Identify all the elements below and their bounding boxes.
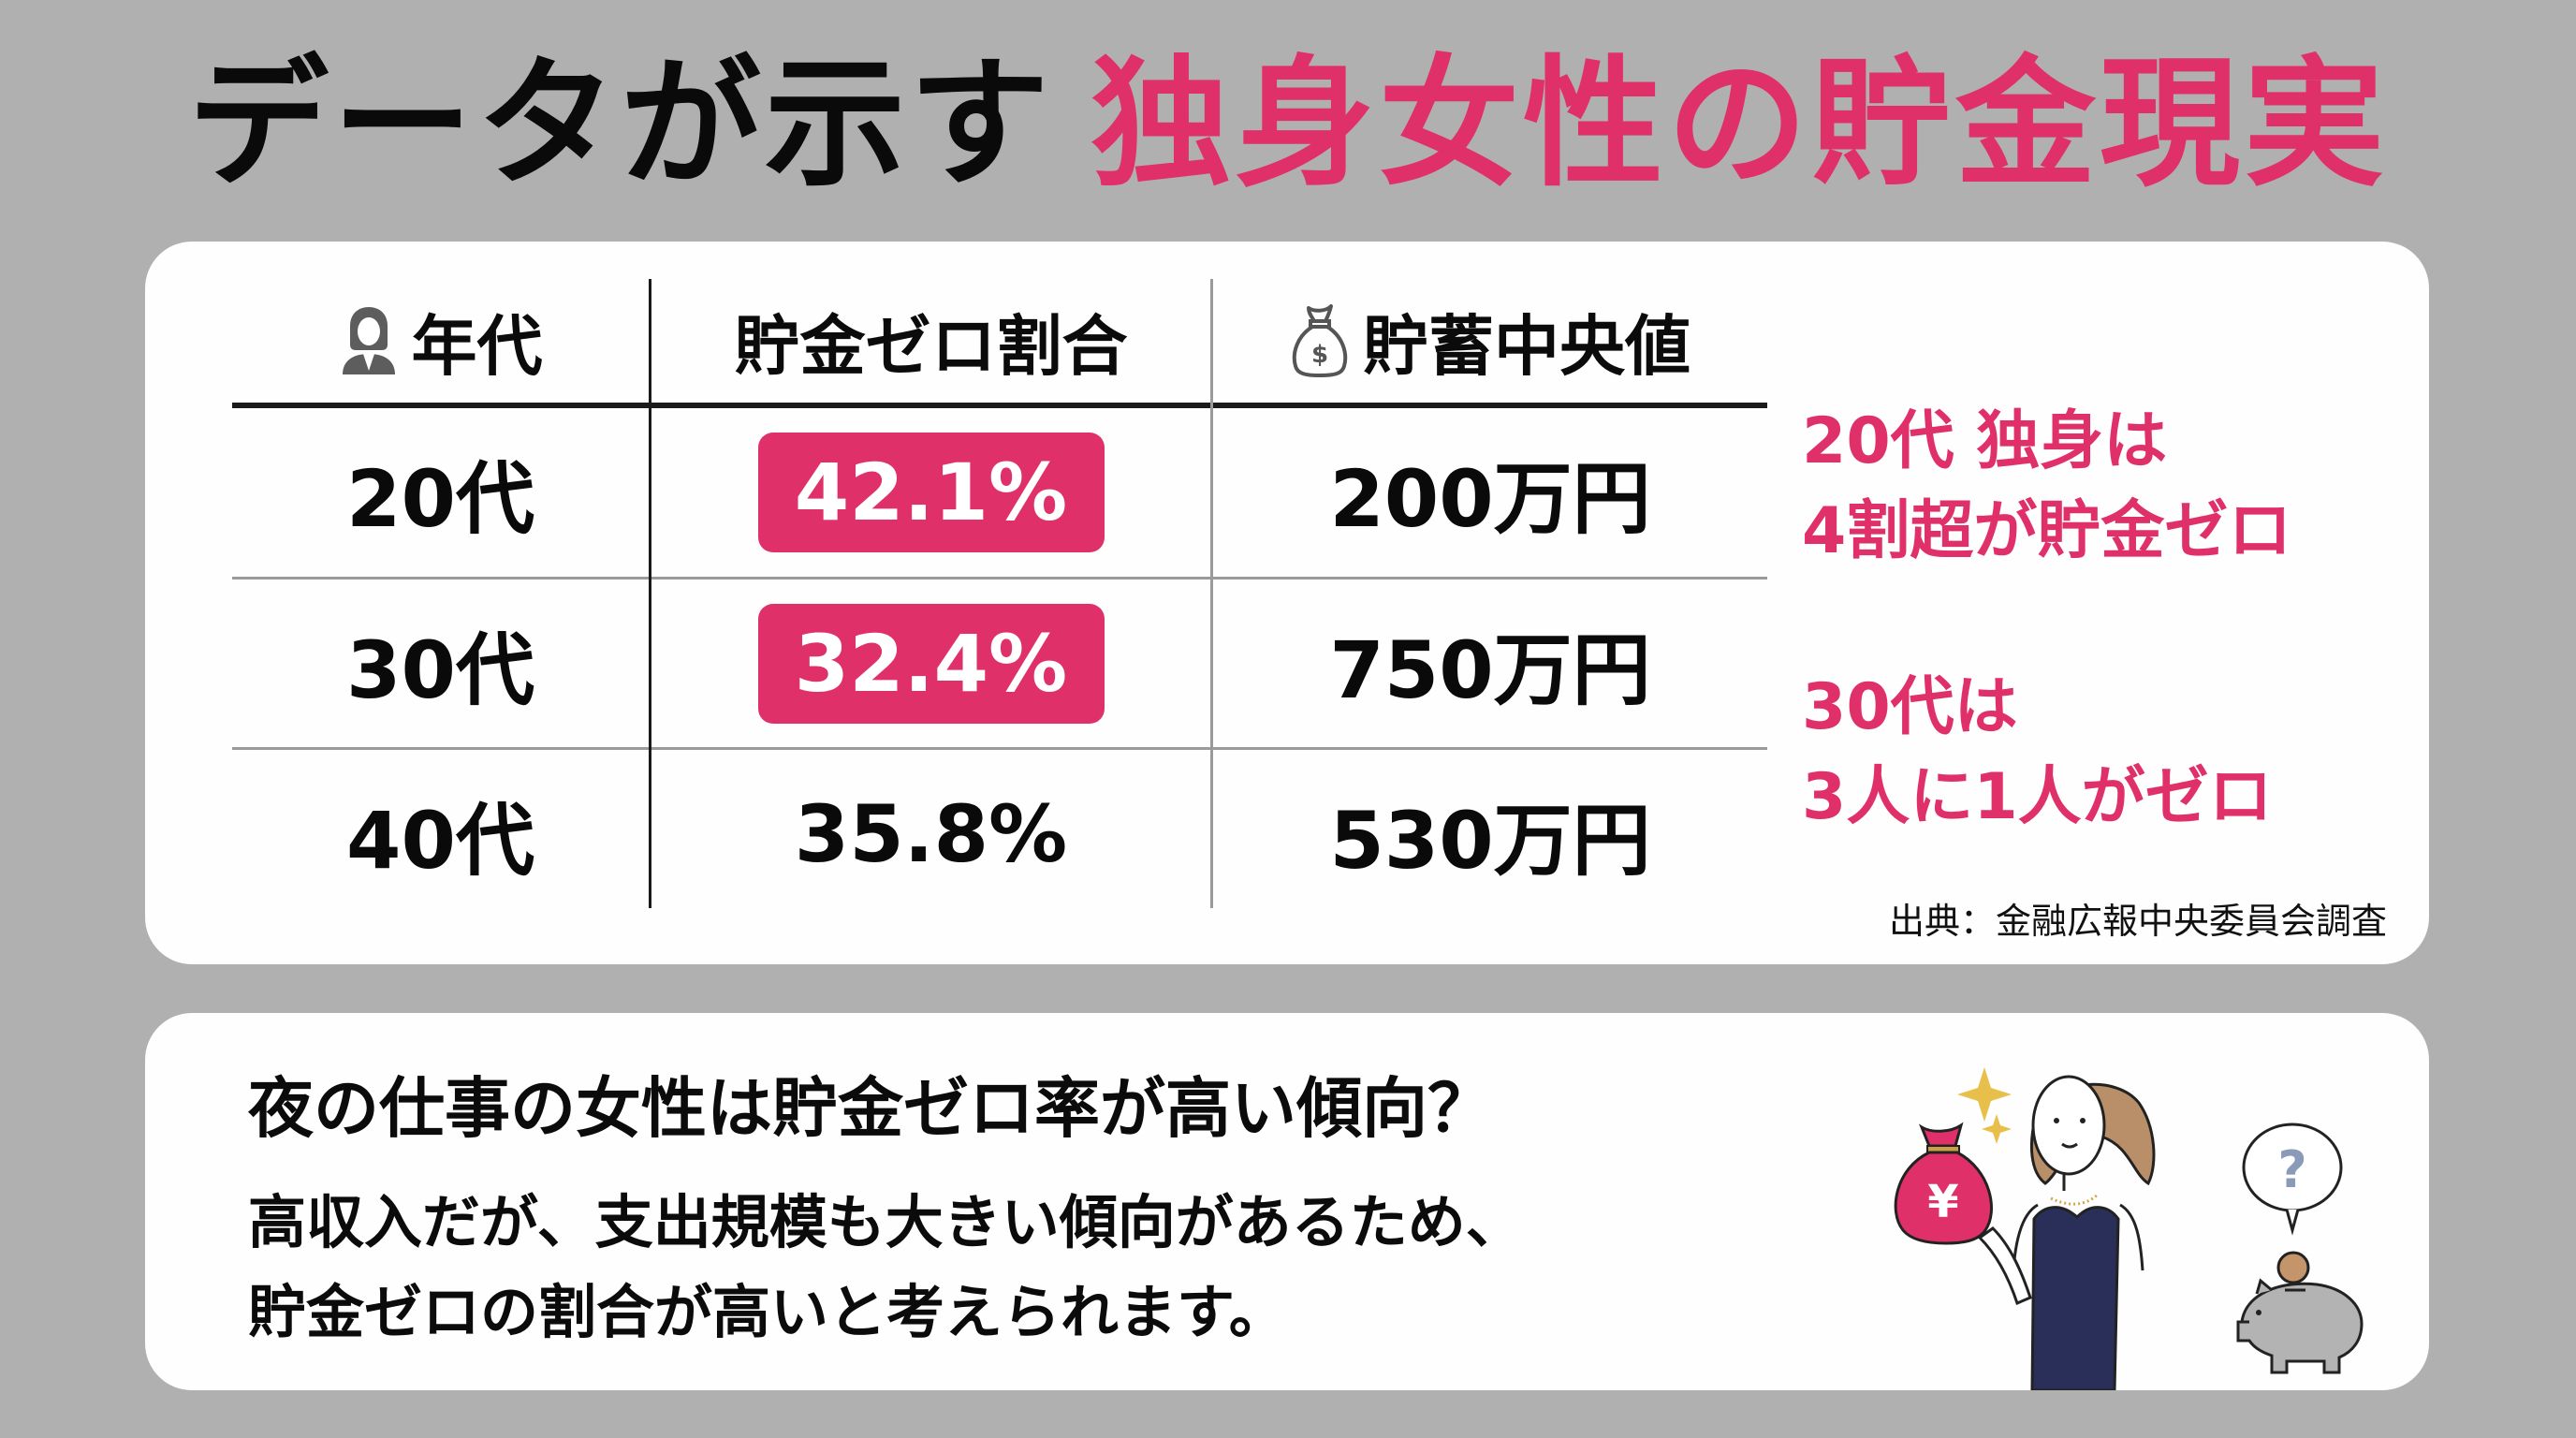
row-divider bbox=[232, 747, 1767, 750]
header-age-label: 年代 bbox=[411, 307, 543, 385]
yen-money-bag-icon: ¥ bbox=[1894, 1122, 1993, 1245]
header-zero-rate-label: 貯金ゼロ割合 bbox=[734, 307, 1128, 385]
woman-with-money-illustration: ¥ ? bbox=[1894, 1067, 2364, 1390]
page-title: データが示す 独身女性の貯金現実 bbox=[0, 45, 2576, 204]
callout-line: 20代 独身は bbox=[1802, 404, 2168, 478]
woman-figure bbox=[1977, 1075, 2156, 1390]
callout-30s: 30代は 3人に1人がゼロ bbox=[1802, 663, 2291, 843]
age-cell: 40代 bbox=[346, 794, 534, 887]
title-part-2: 独身女性の貯金現実 bbox=[1090, 43, 2389, 206]
sparkle-icon bbox=[1982, 1114, 2012, 1144]
zero-rate-cell: 32.4% bbox=[651, 580, 1210, 748]
zero-rate-cell: 35.8% bbox=[794, 788, 1068, 880]
row-divider bbox=[232, 577, 1767, 580]
zero-rate-highlight-badge: 32.4% bbox=[757, 604, 1105, 724]
note-body: 高収入だが、支出規模も大きい傾向があるため、 貯金ゼロの割合が高いと考えられます… bbox=[248, 1178, 1524, 1357]
column-divider bbox=[1210, 279, 1213, 908]
zero-rate-cell: 42.1% bbox=[651, 408, 1210, 577]
header-median-label: 貯蓄中央値 bbox=[1363, 307, 1690, 385]
title-part-1: データが示す bbox=[187, 43, 1053, 206]
note-card: 夜の仕事の女性は貯金ゼロ率が高い傾向？ 高収入だが、支出規模も大きい傾向があるた… bbox=[145, 1013, 2429, 1390]
savings-table-card: 年代 貯金ゼロ割合 $ 貯蓄中央値 20代 42.1% bbox=[145, 242, 2429, 964]
note-body-line: 貯金ゼロの割合が高いと考えられます。 bbox=[248, 1278, 1287, 1346]
header-divider bbox=[232, 403, 1767, 408]
header-zero-rate: 貯金ゼロ割合 bbox=[651, 279, 1210, 403]
median-cell: 530万円 bbox=[1329, 794, 1651, 887]
header-median: $ 貯蓄中央値 bbox=[1213, 279, 1767, 403]
woman-avatar-icon bbox=[342, 307, 395, 374]
svg-text:?: ? bbox=[2277, 1140, 2306, 1199]
source-citation: 出典：金融広報中央委員会調査 bbox=[1888, 901, 2387, 942]
header-age: 年代 bbox=[232, 279, 649, 403]
note-heading: 夜の仕事の女性は貯金ゼロ率が高い傾向？ bbox=[248, 1070, 1493, 1147]
piggy-bank-icon bbox=[2236, 1278, 2364, 1374]
money-bag-dollar-icon: $ bbox=[1292, 304, 1348, 378]
zero-rate-highlight-badge: 42.1% bbox=[757, 433, 1105, 552]
callout-20s: 20代 独身は 4割超が貯金ゼロ bbox=[1802, 397, 2291, 577]
age-cell: 30代 bbox=[346, 624, 534, 716]
callout-line: 3人に1人がゼロ bbox=[1802, 760, 2273, 834]
svg-text:$: $ bbox=[1311, 341, 1328, 369]
callouts: 20代 独身は 4割超が貯金ゼロ 30代は 3人に1人がゼロ bbox=[1802, 397, 2291, 843]
sparkle-icon bbox=[1957, 1067, 2012, 1122]
callout-line: 30代は bbox=[1802, 670, 2018, 744]
column-divider bbox=[649, 279, 651, 908]
table-row-20s: 20代 42.1% 200万円 bbox=[232, 408, 1767, 577]
callout-line: 4割超が貯金ゼロ bbox=[1802, 494, 2292, 568]
median-cell: 200万円 bbox=[1329, 452, 1651, 545]
age-cell: 20代 bbox=[346, 452, 534, 545]
svg-text:¥: ¥ bbox=[1927, 1176, 1958, 1228]
coin-icon bbox=[2276, 1251, 2310, 1284]
question-speech-bubble-icon: ? bbox=[2242, 1123, 2343, 1236]
note-body-line: 高収入だが、支出規模も大きい傾向があるため、 bbox=[248, 1188, 1524, 1256]
table-row-30s: 30代 32.4% 750万円 bbox=[232, 580, 1767, 748]
table-row-40s: 40代 35.8% 530万円 bbox=[232, 750, 1767, 918]
median-cell: 750万円 bbox=[1329, 624, 1651, 716]
table-header-row: 年代 貯金ゼロ割合 $ 貯蓄中央値 bbox=[232, 279, 1767, 403]
